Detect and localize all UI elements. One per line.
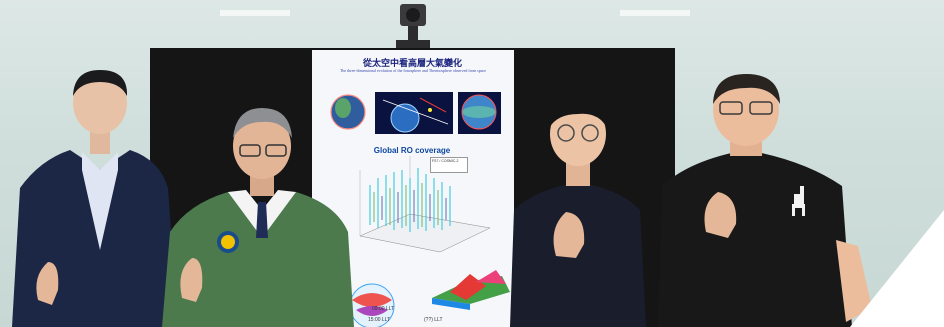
person-black-polo (658, 74, 872, 327)
ro-coverage-title: Global RO coverage (373, 146, 451, 155)
density-surface-plot (432, 270, 510, 310)
polo-logo (792, 186, 805, 216)
corner-cut (850, 210, 944, 327)
thumbs-up-hand (180, 258, 203, 302)
lt-label-2: 15:00 LLT (368, 317, 391, 323)
ionosphere-globe-image (458, 92, 501, 134)
poster-subtitle: The three-dimensional evolution of the I… (339, 68, 487, 73)
lt-label-3: (??) LLT (424, 317, 443, 323)
ceiling-light (220, 10, 290, 16)
thumbs-up-hand (553, 212, 585, 258)
ceiling-light (620, 10, 690, 16)
camera-icon (396, 4, 430, 48)
lt-label-1: 09:00 LLT (372, 306, 395, 312)
poster-title: 從太空中看高層大氣變化 (362, 58, 462, 68)
person-green-jacket (162, 108, 354, 327)
person-navy-suit (12, 70, 178, 327)
thumbs-up-hand (36, 262, 59, 305)
ro-legend: FS7 / COSMIC-2 (430, 157, 468, 173)
person-black-shirt (510, 100, 646, 327)
thumbs-up-hand (704, 192, 737, 238)
satellite-orbit-image (375, 92, 453, 134)
earth-globe-image (330, 94, 366, 130)
ro-coverage-plot (359, 156, 491, 253)
local-time-globe-image (349, 283, 395, 327)
